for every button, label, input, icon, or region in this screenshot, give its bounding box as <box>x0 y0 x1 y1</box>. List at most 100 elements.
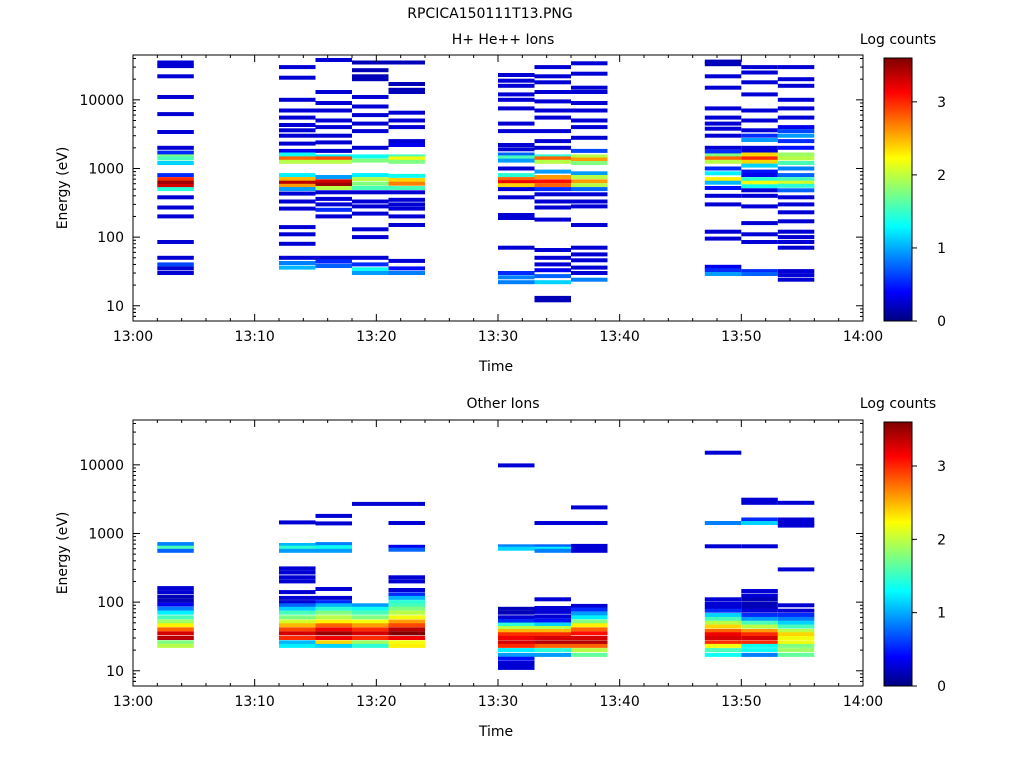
heatmap-cell <box>741 517 778 522</box>
heatmap-cell <box>388 623 425 628</box>
heatmap-cell <box>741 65 778 70</box>
heatmap-cell <box>571 199 608 204</box>
heatmap-cell <box>741 269 778 274</box>
heatmap-cell <box>741 169 778 174</box>
heatmap-cell <box>315 159 352 164</box>
heatmap-cell <box>157 74 194 79</box>
heatmap-cell <box>571 108 608 113</box>
heatmap-cell <box>388 627 425 632</box>
heatmap-cell <box>534 90 571 94</box>
heatmap-cell <box>157 586 194 591</box>
x-tick-label: 13:20 <box>356 694 396 710</box>
heatmap-cell <box>388 190 425 195</box>
heatmap-cell <box>741 544 778 549</box>
heatmap-cell <box>571 223 608 227</box>
heatmap-cell <box>352 104 389 109</box>
heatmap-cell <box>498 463 535 468</box>
heatmap-cell <box>279 600 316 605</box>
heatmap-cell <box>315 140 352 145</box>
heatmap-cell <box>498 152 535 157</box>
heatmap-cell <box>534 169 571 174</box>
heatmap-cell <box>279 97 316 102</box>
heatmap-cell <box>534 217 571 222</box>
heatmap-cell <box>498 177 535 182</box>
heatmap-cell <box>315 202 352 207</box>
heatmap-cell <box>571 607 608 612</box>
heatmap-cell <box>157 271 194 275</box>
heatmap-cell <box>571 640 608 645</box>
heatmap-cell <box>388 615 425 620</box>
heatmap-cell <box>777 500 815 505</box>
heatmap-cell <box>279 575 316 580</box>
heatmap-cell <box>777 115 815 120</box>
heatmap-cell <box>741 145 778 150</box>
heatmap-cell <box>498 106 535 111</box>
heatmap-cell <box>279 123 316 127</box>
heatmap-cell <box>777 643 815 648</box>
heatmap-cell <box>498 660 535 665</box>
heatmap-cell <box>315 623 352 628</box>
heatmap-cell <box>388 202 425 207</box>
heatmap-cell <box>352 129 389 134</box>
heatmap-cell <box>704 202 742 207</box>
heatmap-cell <box>741 128 778 133</box>
heatmap-cell <box>704 149 742 154</box>
heatmap-cell <box>315 627 352 632</box>
heatmap-cell <box>498 632 535 637</box>
heatmap-cell <box>534 629 571 633</box>
colorbar-tick-label: 3 <box>937 459 946 475</box>
heatmap-cell <box>352 186 389 190</box>
heatmap-cell <box>741 597 778 602</box>
heatmap-cell <box>704 624 742 629</box>
heatmap-cell <box>704 268 742 273</box>
heatmap-cell <box>352 631 389 636</box>
heatmap-cell <box>388 521 425 525</box>
heatmap-cells <box>157 450 815 670</box>
heatmap-cell <box>279 627 316 632</box>
heatmap-cell <box>741 118 778 123</box>
heatmap-cell <box>388 544 425 549</box>
heatmap-cell <box>704 264 742 269</box>
heatmap-cell <box>741 159 778 164</box>
heatmap-cell <box>741 629 778 633</box>
heatmap-cell <box>498 121 535 126</box>
heatmap-cell <box>352 619 389 624</box>
heatmap-cell <box>315 640 352 645</box>
heatmap-cell <box>352 145 389 150</box>
y-tick-label: 10000 <box>79 93 124 109</box>
heatmap-cell <box>352 501 389 506</box>
heatmap-cell <box>741 188 778 193</box>
heatmap-cell <box>777 240 815 244</box>
heatmap-cell <box>157 145 194 150</box>
heatmap-cell <box>571 171 608 176</box>
heatmap-cell <box>388 143 425 147</box>
heatmap-cell <box>279 183 316 188</box>
heatmap-cell <box>777 636 815 640</box>
heatmap-cell <box>534 295 571 300</box>
heatmap-cell <box>571 85 608 90</box>
heatmap-cell <box>777 173 815 178</box>
heatmap-cell <box>388 118 425 123</box>
heatmap-cell <box>534 156 571 161</box>
heatmap-cell <box>777 624 815 629</box>
heatmap-cell <box>157 262 194 267</box>
heatmap-cell <box>279 225 316 230</box>
heatmap-cell <box>571 61 608 66</box>
heatmap-cell <box>534 248 571 252</box>
heatmap-cell <box>315 643 352 648</box>
heatmap-cell <box>534 597 571 602</box>
heatmap-cell <box>704 632 742 637</box>
heatmap-cell <box>498 155 535 160</box>
heatmap-cell <box>388 223 425 227</box>
heatmap-cell <box>279 643 316 648</box>
heatmap-cell <box>388 588 425 592</box>
heatmap-cell <box>157 594 194 599</box>
heatmap-cell <box>315 259 352 264</box>
heatmap-cell <box>534 192 571 197</box>
heatmap-cell <box>571 271 608 275</box>
heatmap-cell <box>352 181 389 186</box>
heatmap-cell <box>315 214 352 219</box>
heatmap-cell <box>498 640 535 645</box>
heatmap-cell <box>534 179 571 184</box>
heatmap-cell <box>704 59 742 64</box>
